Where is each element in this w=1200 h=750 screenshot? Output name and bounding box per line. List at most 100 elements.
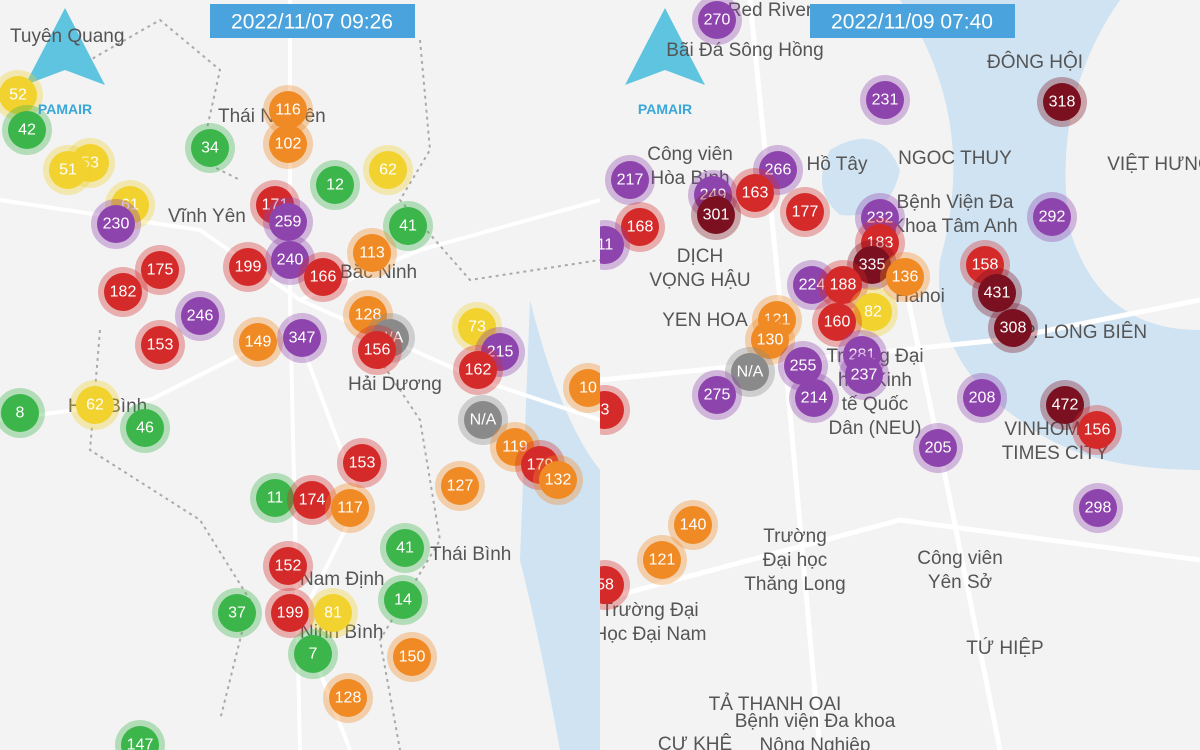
- aqi-value: 199: [235, 259, 262, 276]
- timestamp: 2022/11/07 09:26: [231, 11, 393, 34]
- aqi-value: 217: [617, 172, 644, 189]
- aqi-marker: 132: [533, 455, 583, 505]
- marker-dot: [8, 111, 46, 149]
- place-label: Hồ Tây: [807, 154, 868, 175]
- aqi-value: 163: [742, 185, 769, 202]
- marker-dot: [621, 208, 659, 246]
- place-label: tế Quốc: [842, 394, 909, 415]
- marker-dot: [386, 529, 424, 567]
- aqi-marker: N/A: [725, 347, 775, 397]
- aqi-marker: 156: [1072, 405, 1122, 455]
- lake: [822, 138, 900, 216]
- aqi-value: 34: [201, 140, 219, 157]
- aqi-marker: 168: [615, 202, 665, 252]
- aqi-value: 46: [136, 420, 154, 437]
- roads: [600, 0, 1200, 750]
- aqi-marker: 121: [637, 535, 687, 585]
- marker-dot: [674, 506, 712, 544]
- aqi-value: 62: [86, 397, 104, 414]
- aqi-marker: 182: [98, 267, 148, 317]
- marker-dot: [818, 303, 856, 341]
- place-label: Khoa Tâm Anh: [892, 216, 1017, 237]
- marker-dot: [919, 429, 957, 467]
- aqi-value: 147: [127, 737, 154, 750]
- aqi-value: 7: [309, 646, 318, 663]
- aqi-marker: 62: [70, 380, 120, 430]
- aqi-value: 8: [16, 405, 25, 422]
- sea: [520, 300, 600, 750]
- aqi-value: 11: [600, 237, 613, 254]
- aqi-value: 119: [502, 439, 528, 456]
- marker-dot: [795, 379, 833, 417]
- aqi-value: 82: [864, 304, 882, 321]
- marker-dot: [698, 376, 736, 414]
- aqi-value: 347: [289, 330, 316, 347]
- place-label: Công viên: [917, 548, 1003, 569]
- marker-dot: [121, 726, 159, 750]
- aqi-value: 140: [680, 517, 707, 534]
- marker-dot: [459, 351, 497, 389]
- place-label: Hải Dương: [348, 374, 442, 395]
- marker-dot: [271, 241, 309, 279]
- marker-dot: [393, 638, 431, 676]
- aqi-marker: 318: [1037, 77, 1087, 127]
- marker-dot: [141, 326, 179, 364]
- place-label: Bệnh viện Đa khoa: [735, 711, 896, 732]
- marker-dot: [239, 323, 277, 361]
- aqi-value: 237: [851, 367, 878, 384]
- marker-dot: [1078, 411, 1116, 449]
- aqi-value: 168: [627, 219, 654, 236]
- aqi-marker: 298: [1073, 483, 1123, 533]
- aqi-marker: 153: [337, 438, 387, 488]
- aqi-marker: 163: [730, 168, 780, 218]
- marker-dot: [269, 91, 307, 129]
- aqi-marker: 162: [453, 345, 503, 395]
- place-label: CỰ KHÊ: [658, 733, 732, 750]
- marker-dot: [181, 297, 219, 335]
- marker-dot: [369, 151, 407, 189]
- logo-mark: [25, 8, 105, 85]
- aqi-value: 149: [245, 334, 272, 351]
- aqi-value: 113: [359, 245, 385, 262]
- aqi-marker: 205: [913, 423, 963, 473]
- aqi-marker: 237: [839, 350, 889, 400]
- aqi-value: 298: [1085, 500, 1112, 517]
- aqi-marker: 10: [563, 363, 600, 413]
- aqi-marker: 188: [818, 260, 868, 310]
- aqi-marker: 230: [91, 199, 141, 249]
- marker-dot: [793, 266, 831, 304]
- marker-dot: [331, 489, 369, 527]
- aqi-marker: 41: [383, 201, 433, 251]
- aqi-marker: 292: [1027, 192, 1077, 242]
- aqi-marker: 240: [265, 235, 315, 285]
- aqi-value: 41: [396, 540, 414, 557]
- aqi-value: 3: [601, 402, 610, 419]
- marker-dot: [343, 444, 381, 482]
- place-label: P. LONG BIÊN: [1023, 321, 1147, 343]
- aqi-value: 81: [324, 605, 342, 622]
- marker-dot: [1, 394, 39, 432]
- aqi-marker: 130: [745, 315, 795, 365]
- aqi-marker: 51: [43, 145, 93, 195]
- aqi-value: 232: [867, 210, 894, 227]
- marker-dot: [853, 246, 891, 284]
- marker-dot: [1046, 386, 1084, 424]
- marker-dot: [283, 319, 321, 357]
- aqi-value: 42: [18, 122, 36, 139]
- aqi-marker: N/A: [458, 395, 508, 445]
- marker-dot: [697, 196, 735, 234]
- aqi-value: 174: [299, 492, 326, 509]
- aqi-value: 150: [399, 649, 426, 666]
- aqi-marker: 231: [860, 75, 910, 125]
- aqi-marker: 34: [185, 123, 235, 173]
- marker-dot: [824, 266, 862, 304]
- place-label: TIMES CITY: [1002, 443, 1109, 464]
- aqi-marker: 150: [387, 632, 437, 682]
- aqi-marker: 8: [0, 388, 45, 438]
- marker-dot: [784, 347, 822, 385]
- aqi-marker: 11: [600, 220, 630, 270]
- place-label: Công viên: [647, 144, 733, 165]
- marker-dot: [49, 151, 87, 189]
- aqi-value: 224: [799, 277, 826, 294]
- marker-dot: [229, 248, 267, 286]
